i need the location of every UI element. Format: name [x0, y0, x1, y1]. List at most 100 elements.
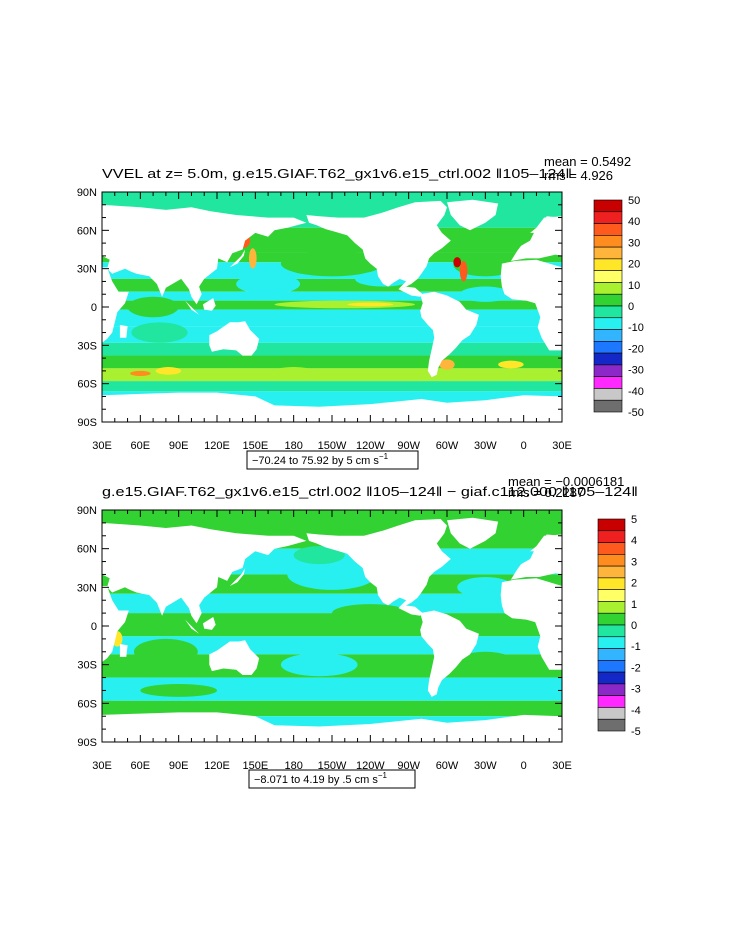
y-tick-label: 30S	[77, 660, 97, 672]
colorbar-label: 2	[631, 578, 637, 590]
land-mask	[209, 321, 260, 356]
chart-2: 30E 60E 90E 120E 150E 180 150W 120W 90W 60W 30W 0 30…	[77, 474, 641, 789]
y-tick-label: 60S	[77, 379, 97, 391]
colorbar-swatch	[597, 683, 626, 696]
land-mask	[119, 644, 128, 657]
colorbar-swatch	[597, 518, 626, 532]
colorbar-swatch	[593, 317, 623, 330]
colorbar: 5 4 3 2 1 0 -1 -2 -3 -4 -5	[597, 514, 641, 738]
colorbar-swatch	[593, 282, 623, 295]
land-mask	[102, 586, 129, 663]
ocean-blob	[131, 322, 188, 343]
colorbar-swatch	[593, 376, 623, 389]
x-tick-label: 90E	[169, 440, 189, 452]
land-mask	[500, 259, 562, 351]
x-tick-label: 120W	[356, 440, 385, 452]
colorbar-label: -30	[628, 365, 644, 377]
colorbar-swatch	[593, 258, 623, 271]
land-mask	[202, 298, 216, 311]
land-mask	[102, 267, 129, 343]
land-mask	[530, 216, 562, 236]
colorbar-label: 0	[628, 301, 634, 313]
colorbar-label: 20	[628, 259, 640, 271]
ocean-blob	[236, 273, 301, 295]
x-tick-label: 30W	[474, 760, 497, 772]
x-tick-label: 150E	[242, 440, 268, 452]
colorbar-swatch	[597, 636, 626, 649]
ocean-blob	[130, 370, 151, 377]
y-tick-label: 90N	[77, 505, 97, 517]
rms-stat: rms = 0.2287	[508, 485, 584, 500]
colorbar-swatch	[593, 341, 623, 354]
land-mask	[398, 286, 423, 297]
colorbar-swatch	[597, 554, 626, 567]
x-tick-label: 30E	[552, 440, 572, 452]
colorbar-swatch	[597, 648, 626, 661]
colorbar-swatch	[593, 352, 623, 366]
ocean-blob	[133, 638, 198, 665]
land-mask	[102, 204, 307, 305]
ocean-band	[102, 368, 562, 382]
land-mask	[209, 640, 260, 675]
land-mask	[398, 605, 423, 616]
colorbar-label: 1	[631, 599, 637, 611]
land-mask	[119, 324, 128, 338]
chart-title: g.e15.GIAF.T62_gx1v6.e15_ctrl.002 ‖105–1…	[102, 484, 638, 499]
colorbar-label: -1	[631, 641, 641, 653]
x-tick-label: 180	[284, 760, 302, 772]
x-tick-label: 150W	[318, 760, 347, 772]
range-box	[248, 769, 416, 789]
colorbar-swatch	[597, 577, 626, 590]
colorbar-swatch	[593, 223, 623, 236]
mean-stat: mean = −0.0006181	[508, 474, 624, 489]
ocean-blob	[274, 300, 416, 309]
range-label: −8.071 to 4.19 by .5 cm s−1	[254, 771, 388, 786]
ocean-band	[102, 593, 562, 614]
colorbar-swatch	[597, 695, 626, 708]
range-unit-exponent: −1	[379, 452, 389, 461]
colorbar-swatch	[597, 601, 626, 614]
colorbar-swatch	[597, 530, 626, 543]
x-tick-label: 150W	[318, 440, 347, 452]
y-tick-label: 30N	[77, 582, 97, 594]
ocean-band	[102, 342, 562, 356]
range-unit-exponent: −1	[378, 771, 388, 780]
land-mask	[447, 517, 499, 549]
ocean-band	[102, 381, 562, 392]
colorbar-swatch	[593, 246, 623, 260]
x-tick-label: 60E	[131, 760, 151, 772]
x-tick-label: 30E	[92, 440, 112, 452]
colorbar-swatch	[593, 329, 623, 342]
colorbar-label: -5	[631, 726, 641, 738]
x-tick-label: 90E	[169, 760, 189, 772]
land-mask	[102, 392, 562, 422]
ocean-blob	[498, 360, 524, 369]
colorbar-swatch	[593, 235, 623, 248]
ocean-band	[102, 291, 562, 301]
land-mask	[202, 617, 216, 630]
ocean-blob	[453, 651, 518, 678]
colorbar-swatch	[597, 671, 626, 685]
x-tick-label: 30W	[474, 440, 497, 452]
ocean-blob	[459, 286, 511, 302]
ocean-blob	[293, 546, 345, 565]
x-tick-label: 90W	[397, 440, 420, 452]
colorbar: 50 40 30 20 10 0 -10 -20 -30 -40 -50	[593, 195, 644, 419]
y-tick-label: 60N	[77, 225, 97, 237]
colorbar-swatch	[597, 660, 626, 673]
x-tick-label: 150E	[242, 760, 268, 772]
mean-stat: mean = 0.5492	[544, 154, 631, 169]
x-tick-label: 60W	[436, 760, 459, 772]
y-tick-label: 30S	[77, 340, 97, 352]
y-tick-label: 0	[91, 621, 97, 633]
colorbar-swatch	[593, 399, 623, 413]
y-tick-label: 30N	[77, 264, 97, 276]
x-tick-label: 120E	[204, 760, 230, 772]
land-mask	[306, 200, 451, 290]
colorbar-label: 10	[628, 280, 640, 292]
land-mask	[530, 534, 562, 554]
ocean-blob	[453, 257, 462, 268]
ocean-blob	[287, 558, 377, 590]
colorbar-swatch	[597, 612, 626, 626]
x-tick-label: 0	[521, 440, 527, 452]
